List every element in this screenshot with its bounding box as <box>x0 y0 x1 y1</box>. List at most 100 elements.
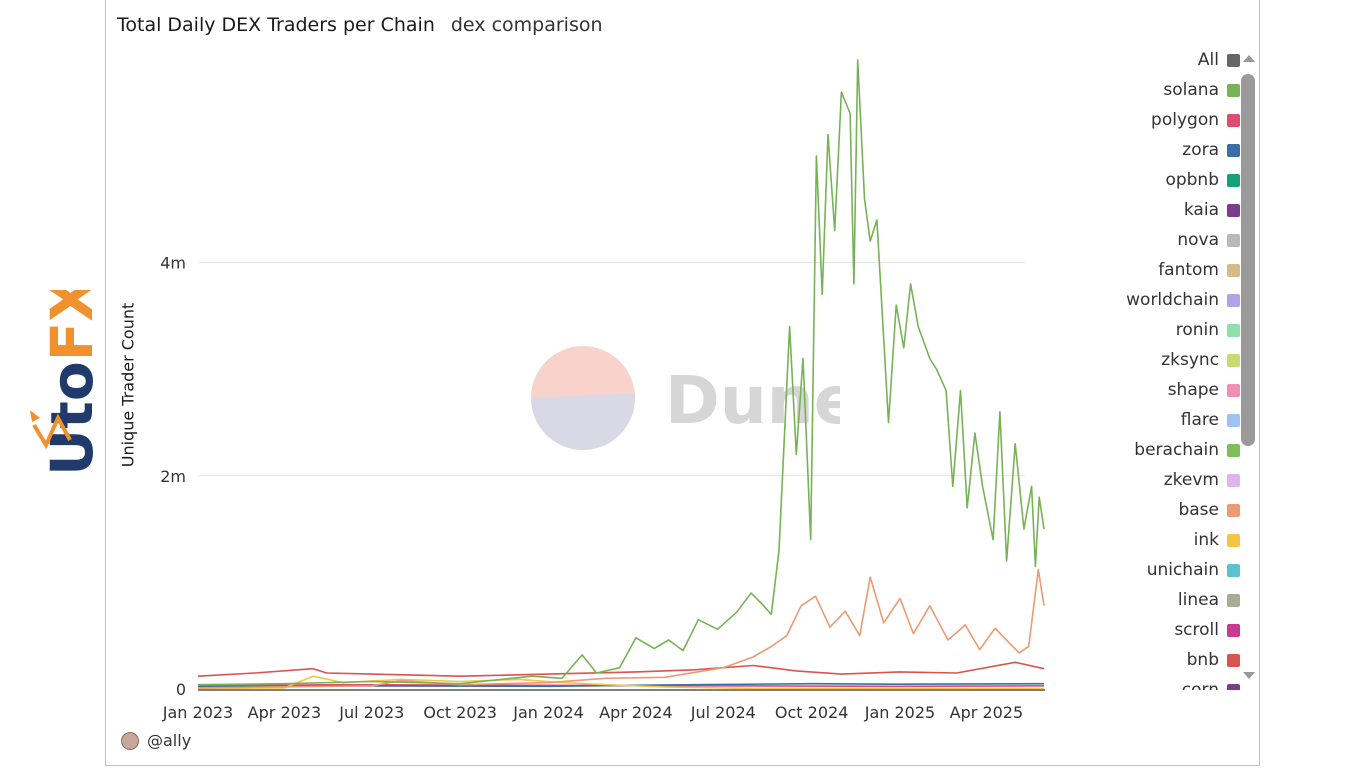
legend-item-polygon[interactable]: polygon <box>1151 109 1240 131</box>
legend-label: solana <box>1163 80 1219 100</box>
legend-item-nova[interactable]: nova <box>1177 229 1240 251</box>
series-lines <box>197 59 1045 690</box>
legend-label: corn <box>1181 680 1219 690</box>
legend-item-opbnb[interactable]: opbnb <box>1165 169 1240 191</box>
legend-swatch <box>1227 593 1240 607</box>
svg-text:UtoFX: UtoFX <box>38 290 105 476</box>
y-tick-label: 0 <box>176 680 186 699</box>
legend-swatch <box>1227 473 1240 487</box>
legend-swatch <box>1227 263 1240 277</box>
x-tick-label: Jul 2024 <box>690 703 756 722</box>
legend-label: zkevm <box>1163 470 1219 490</box>
growth-arrow-icon <box>30 410 72 450</box>
legend-swatch <box>1227 653 1240 667</box>
chart-header: Total Daily DEX Traders per Chain dex co… <box>117 14 603 42</box>
gridlines <box>198 262 1025 477</box>
legend-swatch <box>1227 683 1240 690</box>
legend-label: polygon <box>1151 110 1219 130</box>
legend-item-worldchain[interactable]: worldchain <box>1126 289 1240 311</box>
legend-item-bnb[interactable]: bnb <box>1187 649 1240 671</box>
legend-label: base <box>1178 500 1219 520</box>
x-tick-label: Jan 2024 <box>512 703 583 722</box>
utofx-logo: UtoFX <box>30 290 105 476</box>
legend-label: kaia <box>1183 200 1219 220</box>
legend-swatch <box>1227 443 1240 457</box>
x-tick-label: Oct 2024 <box>775 703 848 722</box>
avatar <box>121 731 139 750</box>
legend-scroll-down-icon[interactable] <box>1243 672 1255 679</box>
series-line-bnb <box>197 661 1045 678</box>
legend-swatch <box>1227 53 1240 67</box>
chart-card <box>105 0 1260 766</box>
legend-label: scroll <box>1174 620 1219 640</box>
legend-item-solana[interactable]: solana <box>1163 79 1240 101</box>
legend-item-corn[interactable]: corn <box>1182 679 1240 690</box>
author-handle: @ally <box>147 731 192 750</box>
legend-item-ronin[interactable]: ronin <box>1176 319 1240 341</box>
legend-label: bnb <box>1186 650 1219 670</box>
legend-label: nova <box>1177 230 1219 250</box>
legend-item-zksync[interactable]: zksync <box>1161 349 1240 371</box>
legend-swatch <box>1227 113 1240 127</box>
legend-label: zora <box>1182 140 1219 160</box>
legend-label: unichain <box>1146 560 1219 580</box>
legend-label: opbnb <box>1165 170 1219 190</box>
legend-item-ink[interactable]: ink <box>1194 529 1240 551</box>
legend-label: All <box>1197 50 1219 70</box>
legend-label: linea <box>1177 590 1219 610</box>
legend-swatch <box>1227 533 1240 547</box>
legend-swatch <box>1227 143 1240 157</box>
x-tick-label: Oct 2023 <box>423 703 496 722</box>
legend-label: shape <box>1167 380 1219 400</box>
legend-item-flare[interactable]: flare <box>1181 409 1240 431</box>
legend-item-zkevm[interactable]: zkevm <box>1164 469 1240 491</box>
dune-watermark-text: Dune <box>665 362 840 439</box>
legend-swatch <box>1227 503 1240 517</box>
legend-swatch <box>1227 233 1240 247</box>
y-tick-label: 4m <box>160 254 186 273</box>
legend-item-unichain[interactable]: unichain <box>1147 559 1240 581</box>
author[interactable]: @ally <box>121 731 191 750</box>
legend-label: ink <box>1193 530 1219 550</box>
legend-item-linea[interactable]: linea <box>1178 589 1240 611</box>
legend-label: zksync <box>1161 350 1219 370</box>
legend-swatch <box>1227 413 1240 427</box>
x-tick-label: Jan 2025 <box>864 703 935 722</box>
legend-swatch <box>1227 293 1240 307</box>
x-tick-label: Apr 2023 <box>248 703 321 722</box>
legend-label: fantom <box>1158 260 1219 280</box>
legend-item-base[interactable]: base <box>1178 499 1240 521</box>
axes: 0 2m 4m Jan 2023 Apr 2023 Jul 2023 Oct 2023 Jan… <box>160 254 1045 722</box>
legend: All solana polygon zora opbnb kaia nova fantom w… <box>1100 50 1240 690</box>
legend-item-zora[interactable]: zora <box>1182 139 1240 161</box>
legend-item-all[interactable]: All <box>1198 50 1240 71</box>
legend-item-fantom[interactable]: fantom <box>1158 259 1240 281</box>
y-tick-label: 2m <box>160 467 186 486</box>
legend-item-shape[interactable]: shape <box>1168 379 1240 401</box>
legend-swatch <box>1227 383 1240 397</box>
x-tick-label: Jul 2023 <box>338 703 404 722</box>
legend-swatch <box>1227 83 1240 97</box>
series-line-solana <box>197 59 1045 686</box>
legend-swatch <box>1227 563 1240 577</box>
legend-scroll-up-icon[interactable] <box>1243 55 1255 62</box>
chart-title: Total Daily DEX Traders per Chain <box>117 14 435 36</box>
x-tick-label: Apr 2024 <box>599 703 672 722</box>
dune-watermark: Dune <box>531 346 840 450</box>
legend-label: flare <box>1180 410 1219 430</box>
legend-label: worldchain <box>1126 290 1219 310</box>
legend-swatch <box>1227 623 1240 637</box>
legend-swatch <box>1227 173 1240 187</box>
legend-item-scroll[interactable]: scroll <box>1174 619 1240 641</box>
legend-swatch <box>1227 203 1240 217</box>
chart-subtitle: dex comparison <box>450 14 603 36</box>
legend-label: berachain <box>1134 440 1219 460</box>
x-tick-label: Apr 2025 <box>950 703 1023 722</box>
x-tick-label: Jan 2023 <box>162 703 233 722</box>
legend-item-berachain[interactable]: berachain <box>1134 439 1240 461</box>
series-line-base <box>197 568 1045 689</box>
legend-scrollbar[interactable] <box>1241 74 1255 446</box>
legend-label: ronin <box>1175 320 1219 340</box>
legend-item-kaia[interactable]: kaia <box>1184 199 1240 221</box>
